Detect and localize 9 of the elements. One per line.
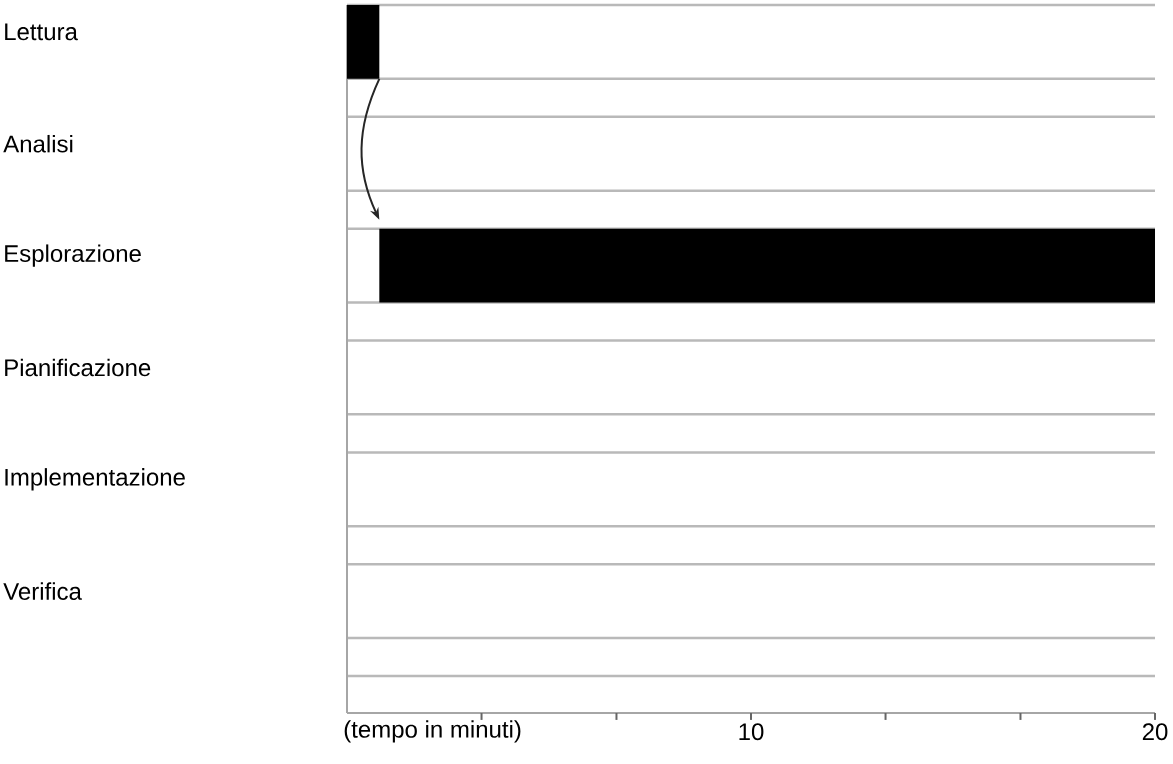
x-tick-label: 10 (739, 723, 764, 741)
y-tick-label: Pianificazione (5, 358, 151, 377)
y-tick-label: Analisi (3, 134, 73, 153)
x-tick-label: 20 (1142, 723, 1168, 741)
x-axis-title: (tempo in minuti) (344, 720, 521, 743)
y-tick-label: Esplorazione (5, 244, 141, 267)
y-tick-label: Verifica (3, 582, 82, 600)
y-tick-label: Implementazione (5, 468, 185, 491)
y-tick-label: Lettura (5, 23, 78, 41)
